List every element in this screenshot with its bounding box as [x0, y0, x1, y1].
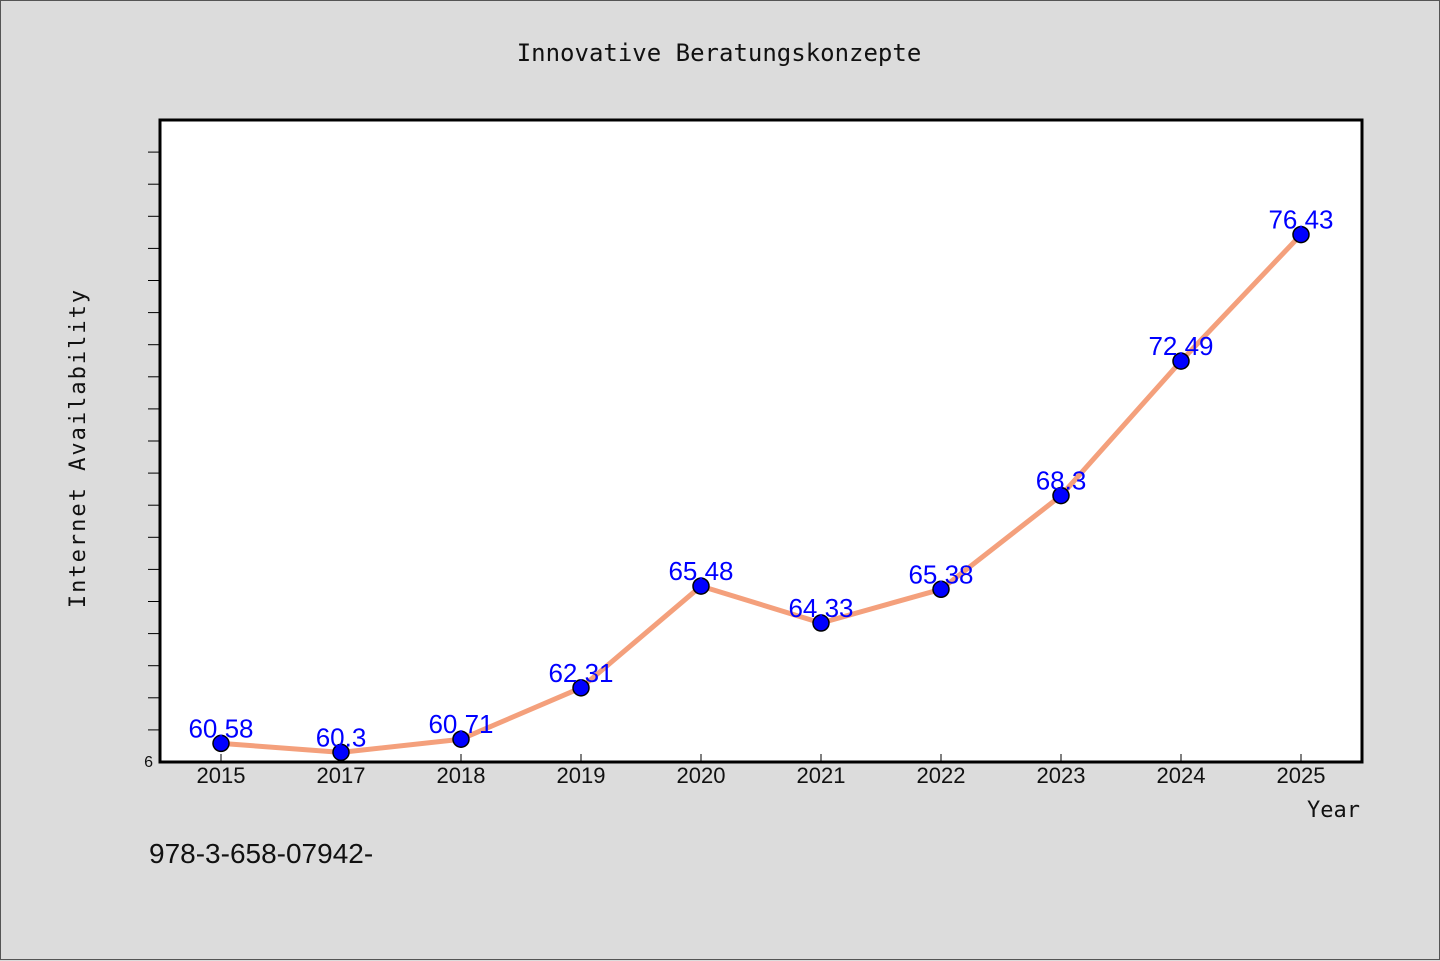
data-point-marker [812, 614, 830, 632]
x-tick-label: 2023 [1037, 763, 1086, 788]
data-point-marker [332, 743, 350, 762]
data-label: 76.43 [1268, 205, 1333, 235]
x-tick-label: 2018 [437, 763, 486, 788]
x-tick-label: 2021 [797, 763, 846, 788]
x-tick-label: 2017 [317, 763, 366, 788]
data-point-marker [572, 679, 590, 697]
data-label: 62.31 [548, 658, 613, 688]
x-tick-label: 2024 [1157, 763, 1206, 788]
x-tick-label: 2019 [557, 763, 606, 788]
data-label: 60.71 [428, 709, 493, 739]
data-point-marker [1292, 225, 1310, 244]
y-tick-label: 6 [144, 754, 153, 771]
data-label: 65.38 [908, 559, 973, 589]
plot-area [158, 118, 1364, 764]
data-point-marker [692, 577, 710, 595]
data-point-marker [452, 730, 470, 748]
data-label: 72.49 [1148, 331, 1213, 361]
x-axis-ticks: 2015 2017 2018 2019 2020 2021 2022 2023 2024 2025 [197, 754, 1326, 788]
data-label: 64.33 [788, 593, 853, 623]
data-label: 60.3 [316, 722, 367, 752]
data-labels: 60.58 60.3 60.71 62.31 65.48 64.33 65.38 68.3 72… [188, 205, 1333, 753]
series-line [218, 232, 1304, 755]
x-axis-label: Year [1307, 798, 1360, 823]
series-markers [212, 225, 1310, 762]
data-point-marker [212, 734, 230, 753]
x-tick-label: 2022 [917, 763, 966, 788]
data-point-marker [1172, 352, 1190, 370]
y-axis-ticks [148, 151, 160, 731]
data-label: 60.58 [188, 713, 253, 743]
data-label: 65.48 [668, 556, 733, 586]
data-point-marker [932, 580, 950, 599]
isbn-footnote: 978-3-658-07942- [149, 838, 373, 869]
x-tick-label: 2020 [677, 763, 726, 788]
x-tick-label: 2015 [197, 763, 246, 788]
data-point-marker [1052, 486, 1070, 505]
series-line-group [218, 232, 1304, 755]
chart-title: Innovative Beratungskonzepte [517, 39, 922, 67]
data-label: 68.3 [1036, 466, 1087, 496]
x-tick-label: 2025 [1277, 763, 1326, 788]
y-axis-label: Internet Availability [66, 288, 91, 608]
